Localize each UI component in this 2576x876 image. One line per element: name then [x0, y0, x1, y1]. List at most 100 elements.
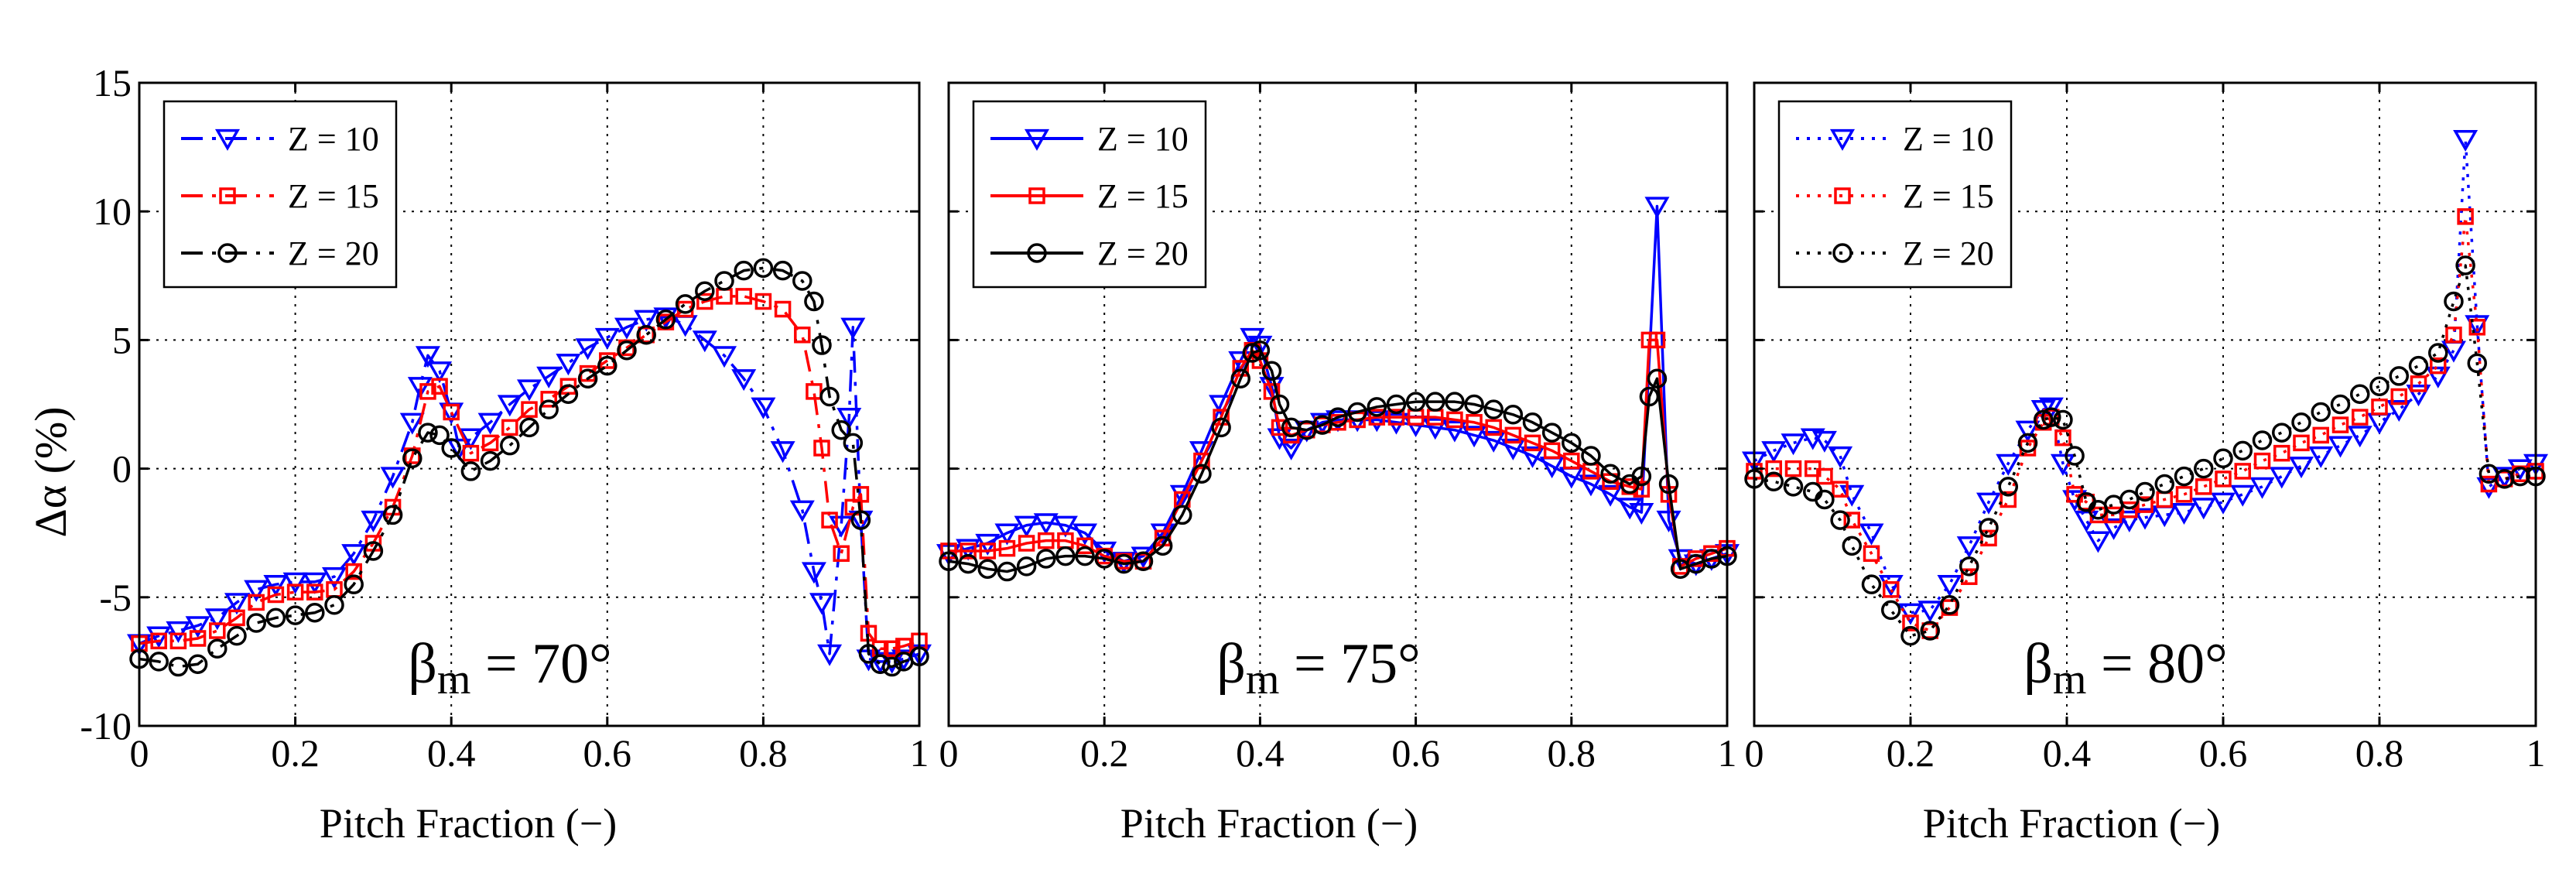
data-point: [870, 654, 891, 674]
data-point: [2312, 426, 2329, 444]
data-point: [169, 632, 187, 650]
series-line: [1753, 138, 2537, 614]
x-tick-label: 0: [939, 731, 959, 775]
series-z10: [1741, 129, 2549, 625]
data-point: [519, 417, 539, 438]
y-axis-label: Δα (%): [26, 406, 76, 537]
data-point: [998, 539, 1016, 557]
y-tick-label: 15: [93, 61, 132, 104]
data-point: [166, 621, 191, 643]
data-point: [228, 609, 245, 627]
legend-marker: [217, 243, 238, 263]
data-point: [1211, 417, 1231, 438]
data-point: [819, 386, 840, 407]
data-point: [1811, 430, 1837, 453]
x-tick-label: 0.6: [2199, 731, 2248, 775]
data-point: [1133, 551, 1154, 572]
x-tick-label: 0.8: [739, 731, 788, 775]
data-point: [2191, 498, 2216, 520]
data-point: [1578, 474, 1603, 497]
data-point: [1422, 418, 1448, 440]
data-point: [836, 407, 862, 429]
data-point: [500, 435, 520, 456]
data-point: [879, 652, 905, 674]
data-point: [1979, 518, 1999, 538]
data-point: [1055, 546, 1076, 566]
data-point: [418, 423, 438, 443]
data-point: [556, 354, 581, 376]
y-tick-label: -10: [80, 704, 132, 748]
data-point: [840, 317, 866, 340]
x-tick-label: 0.2: [271, 731, 320, 775]
data-point: [1368, 409, 1386, 426]
data-point: [1996, 453, 2021, 476]
data-point: [772, 260, 793, 281]
data-point: [2468, 319, 2485, 336]
data-point: [1481, 430, 1507, 453]
data-point: [731, 369, 757, 392]
x-tick-label: 0.8: [1548, 731, 1596, 775]
x-tick-label: 0: [130, 731, 149, 775]
legend-marker: [219, 187, 236, 204]
data-point: [2015, 420, 2041, 443]
data-point: [1442, 420, 1467, 443]
data-point: [399, 412, 425, 435]
data-point: [2121, 501, 2138, 518]
data-point: [734, 260, 754, 281]
legend-marker: [1834, 187, 1851, 204]
data-point: [2132, 508, 2158, 530]
data-point: [1920, 621, 1940, 641]
y-tick-label: 10: [93, 190, 132, 233]
data-point: [2371, 399, 2388, 416]
data-point: [1038, 532, 1055, 549]
data-point: [1192, 464, 1212, 484]
data-point: [789, 500, 815, 522]
data-point: [282, 572, 308, 594]
data-point: [2390, 388, 2407, 405]
data-point: [1483, 399, 1504, 419]
data-point: [813, 440, 830, 457]
data-point: [2195, 478, 2212, 495]
data-point: [1939, 595, 1960, 615]
data-point: [883, 640, 901, 658]
data-point: [1900, 625, 1921, 646]
legend-label: Z = 20: [288, 234, 379, 272]
data-point: [207, 638, 227, 659]
data-point: [1761, 441, 1787, 464]
data-point: [1150, 523, 1175, 546]
data-point: [146, 626, 172, 648]
x-axis-label: Pitch Fraction (−): [320, 800, 617, 847]
beta-annotation: βm = 70°: [408, 632, 612, 703]
data-point: [1076, 537, 1093, 555]
data-point: [1633, 481, 1651, 498]
legend-item: Z = 20: [990, 234, 1189, 272]
data-point: [1959, 556, 1979, 577]
data-point: [2476, 477, 2502, 499]
data-point: [2252, 430, 2273, 450]
data-point: [2171, 502, 2197, 525]
data-point: [850, 510, 871, 530]
data-point: [1504, 426, 1522, 444]
data-point: [558, 384, 579, 404]
data-point: [1543, 442, 1561, 460]
data-point: [477, 412, 503, 435]
data-point: [2174, 466, 2195, 487]
data-point: [821, 512, 838, 529]
data-point: [1386, 394, 1407, 415]
series-z20: [939, 340, 1737, 582]
data-point: [1485, 419, 1502, 436]
legend-item: Z = 20: [181, 234, 379, 272]
legend-marker: [1832, 243, 1852, 263]
data-point: [1364, 410, 1390, 433]
data-point: [979, 542, 997, 559]
data-point: [794, 327, 811, 344]
data-point: [1878, 575, 1904, 597]
data-point: [2406, 385, 2431, 407]
ticks: 0 0.2 0.4 0.6 0.8 1: [1745, 81, 2546, 775]
data-point: [1764, 471, 1784, 491]
data-point: [2425, 366, 2451, 388]
legend-marker: [1829, 128, 1856, 151]
data-point: [1937, 575, 1962, 597]
data-point: [1976, 492, 2002, 515]
legend: Z = 10 Z = 15 Z = 20: [1777, 100, 2013, 289]
